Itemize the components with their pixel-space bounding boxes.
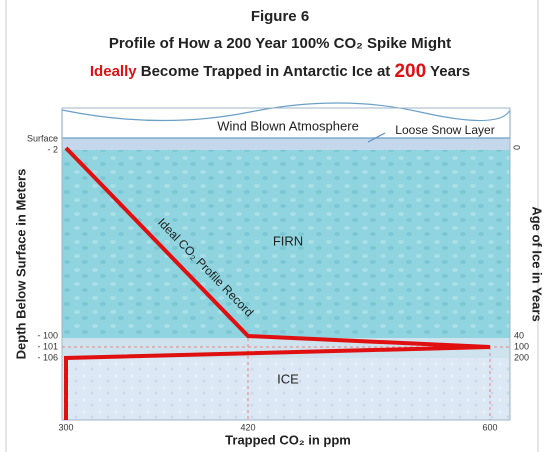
ice-label: ICE — [277, 371, 299, 386]
title-text: Become Trapped in Antarctic Ice at — [137, 63, 395, 80]
snow-label: Loose Snow Layer — [395, 123, 494, 137]
y2-tick-label: 100 — [514, 341, 529, 351]
y-tick-label: - 106 — [37, 352, 58, 362]
y2-tick-label: 200 — [514, 352, 529, 362]
y2-axis-title: Age of Ice in Years — [530, 206, 545, 321]
y-tick-label: - 100 — [37, 330, 58, 340]
x-tick-label: 300 — [58, 422, 73, 432]
y2-tick-label: 0 — [512, 145, 522, 150]
y-tick-label: - 101 — [37, 341, 58, 351]
title: Ideally Become Trapped in Antarctic Ice … — [90, 61, 470, 82]
figure: Figure 6 Profile of How a 200 Year 100% … — [0, 0, 547, 452]
x-tick-label: 600 — [482, 422, 497, 432]
x-tick-label: 420 — [240, 422, 255, 432]
y-tick-label: - 2 — [47, 144, 58, 154]
ice-layer — [62, 358, 510, 420]
y-axis-title: Depth Below Surface in Meters — [13, 169, 28, 360]
y2-tick-label: 40 — [514, 330, 524, 340]
x-axis-title: Trapped CO₂ in ppm — [225, 432, 351, 447]
y-tick-label: Surface — [27, 133, 58, 143]
title-emphasis: Ideally — [90, 63, 137, 80]
title-emphasis: 200 — [394, 61, 426, 82]
title-text: Years — [426, 63, 470, 80]
snow-layer — [62, 138, 510, 150]
firn-label: FIRN — [273, 233, 303, 248]
atmosphere-label: Wind Blown Atmosphere — [217, 118, 359, 133]
title: Profile of How a 200 Year 100% CO₂ Spike… — [109, 35, 451, 52]
figure-label: Figure 6 — [251, 8, 309, 25]
